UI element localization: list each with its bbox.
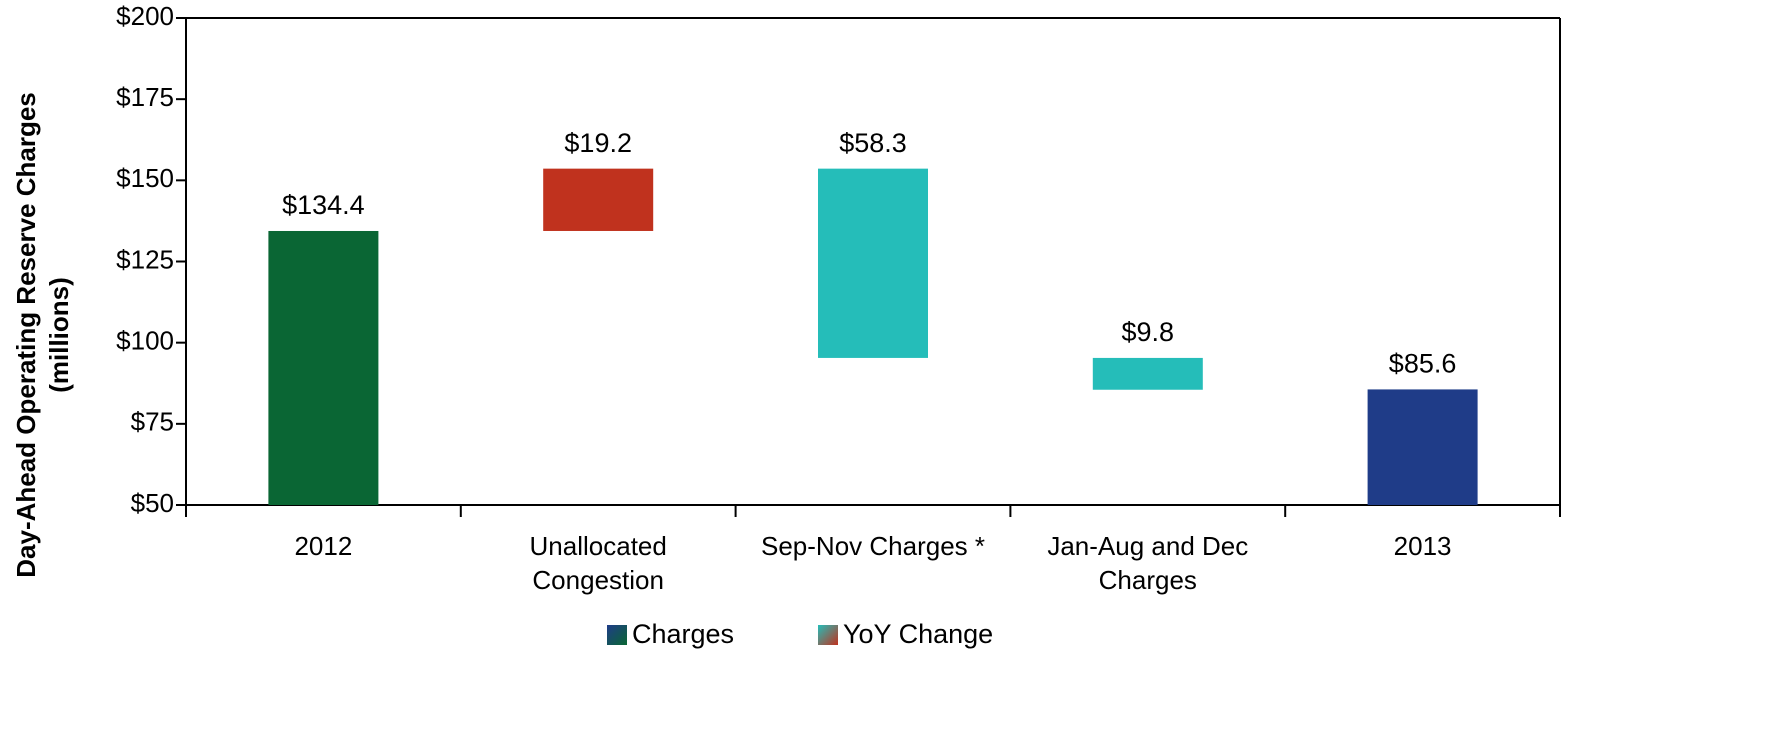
- bar: [1092, 357, 1203, 390]
- bar: [268, 230, 379, 506]
- x-tick-label: Jan-Aug and Dec Charges: [1047, 531, 1249, 595]
- x-tick-label: Sep-Nov Charges *: [761, 531, 985, 561]
- value-label: $9.8: [1122, 317, 1175, 347]
- legend-swatch: [818, 625, 838, 645]
- value-label: $58.3: [839, 128, 907, 158]
- x-tick-label: 2012: [294, 531, 353, 561]
- value-label: $134.4: [282, 190, 365, 220]
- y-tick-label: $150: [116, 163, 174, 193]
- legend-label: YoY Change: [843, 619, 993, 649]
- y-tick-label: $75: [131, 407, 174, 437]
- bar: [543, 168, 654, 231]
- bar: [818, 168, 928, 358]
- value-label: $19.2: [564, 128, 632, 158]
- value-label: $85.6: [1389, 349, 1457, 379]
- y-tick-label: $175: [116, 82, 174, 112]
- bar: [1367, 389, 1478, 505]
- y-axis-label: (millions): [44, 277, 74, 393]
- legend-label: Charges: [632, 619, 734, 649]
- x-tick-label: 2013: [1393, 531, 1452, 561]
- y-tick-label: $100: [116, 326, 174, 356]
- x-tick-label: Unallocated Congestion: [529, 531, 667, 595]
- y-tick-label: $125: [116, 244, 174, 274]
- y-tick-label: $50: [131, 488, 174, 518]
- legend-swatch: [607, 625, 627, 645]
- y-axis-label: Day-Ahead Operating Reserve Charges: [11, 92, 41, 578]
- y-tick-label: $200: [116, 1, 174, 31]
